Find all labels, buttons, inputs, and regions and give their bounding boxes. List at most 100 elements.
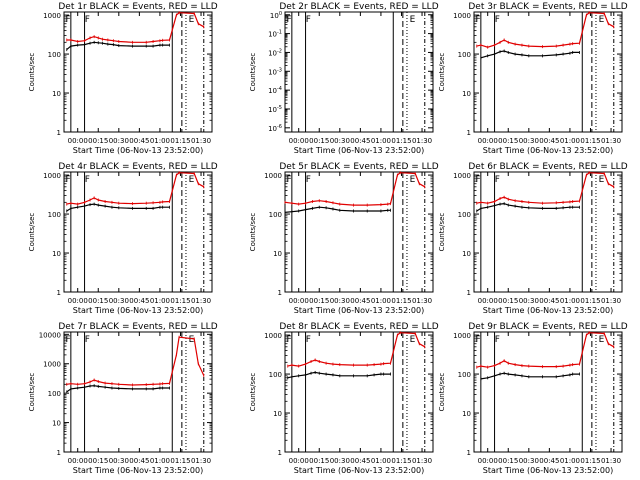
events-series-line: [287, 371, 391, 379]
marker-label-e: E: [189, 335, 195, 345]
x-tick-label: 00:30: [330, 297, 350, 305]
x-tick-label: 01:15: [391, 457, 411, 465]
x-axis-label: Start Time (06-Nov-13 23:52:00): [294, 466, 424, 475]
y-tick-label: 10: [462, 410, 471, 418]
x-tick-label: 00:15: [498, 457, 518, 465]
x-tick-label: 01:00: [150, 457, 170, 465]
marker-label-f: F: [306, 175, 311, 185]
x-tick-label: 01:30: [601, 457, 621, 465]
panel-title: Det 3r BLACK = Events, RED = LLD: [468, 2, 627, 12]
y-tick-label: 1000: [453, 332, 471, 340]
x-tick-label: 01:30: [601, 137, 621, 145]
x-tick-label: 00:15: [309, 137, 329, 145]
marker-label-f: F: [85, 175, 90, 185]
x-tick-label: 00:00: [289, 297, 309, 305]
x-tick-label: 01:30: [412, 137, 432, 145]
marker-label-e: E: [599, 175, 605, 185]
marker-label-e: E: [410, 335, 416, 345]
y-tick-label: 10-1: [268, 30, 282, 39]
y-tick-label: 100: [458, 371, 471, 379]
marker-label-f: F: [476, 175, 481, 185]
y-tick-label: 10-6: [268, 124, 282, 133]
x-tick-label: 00:00: [289, 137, 309, 145]
x-tick-label: 00:15: [309, 457, 329, 465]
x-tick-label: 00:45: [350, 137, 370, 145]
y-tick-label: 10: [462, 250, 471, 258]
y-tick-label: 1000: [43, 12, 61, 20]
x-tick-label: 00:30: [519, 137, 539, 145]
y-tick-label: 1: [467, 129, 471, 137]
x-tick-label: 01:15: [170, 297, 190, 305]
plot-frame: [473, 11, 623, 133]
panel-title: Det 5r BLACK = Events, RED = LLD: [279, 162, 438, 172]
marker-label-f: F: [85, 15, 90, 25]
y-tick-label: 1: [278, 289, 282, 297]
panel-6: Det 6r BLACK = Events, RED = LLD Counts/s…: [438, 162, 628, 315]
x-tick-label: 00:30: [519, 297, 539, 305]
y-tick-label: 100: [269, 371, 282, 379]
y-tick-label: 10000: [39, 331, 61, 339]
marker-label-e: E: [189, 175, 195, 185]
x-tick-label: 01:00: [560, 137, 580, 145]
x-tick-label: 00:00: [68, 457, 88, 465]
y-tick-label: 1000: [453, 12, 471, 20]
x-tick-label: 00:00: [478, 137, 498, 145]
x-tick-label: 01:15: [391, 297, 411, 305]
x-tick-label: 01:30: [191, 137, 211, 145]
marker-label-f: F: [495, 335, 500, 345]
y-tick-label: 10-4: [268, 86, 282, 95]
x-tick-label: 00:45: [129, 297, 149, 305]
x-axis-label: Start Time (06-Nov-13 23:52:00): [73, 466, 203, 475]
x-tick-label: 01:00: [371, 457, 391, 465]
x-tick-label: 00:30: [109, 137, 129, 145]
x-tick-label: 00:15: [88, 297, 108, 305]
y-tick-label: 1000: [264, 332, 282, 340]
plot-frame: [63, 331, 213, 453]
panel-title: Det 1r BLACK = Events, RED = LLD: [58, 2, 217, 12]
panel-title: Det 6r BLACK = Events, RED = LLD: [468, 162, 627, 172]
y-tick-label: 1: [57, 449, 61, 457]
marker-label-f: F: [495, 15, 500, 25]
events-series-line: [66, 385, 170, 393]
y-tick-label: 10: [52, 250, 61, 258]
x-tick-label: 00:00: [289, 457, 309, 465]
y-tick-label: 100: [458, 51, 471, 59]
events-series-line: [66, 203, 170, 212]
x-axis-label: Start Time (06-Nov-13 23:52:00): [294, 146, 424, 155]
y-axis-label: Counts/sec: [28, 53, 36, 92]
marker-label-e: E: [189, 15, 195, 25]
x-tick-label: 00:00: [478, 457, 498, 465]
plot-frame: [473, 171, 623, 293]
marker-label-f: F: [66, 335, 71, 345]
y-tick-label: 100: [48, 211, 61, 219]
y-tick-label: 10: [52, 420, 61, 428]
x-tick-label: 00:45: [539, 137, 559, 145]
x-tick-label: 00:15: [88, 457, 108, 465]
x-axis-label: Start Time (06-Nov-13 23:52:00): [294, 306, 424, 315]
x-tick-label: 00:15: [498, 137, 518, 145]
y-tick-label: 100: [458, 211, 471, 219]
y-tick-label: 1: [278, 449, 282, 457]
x-axis-label: Start Time (06-Nov-13 23:52:00): [73, 146, 203, 155]
y-tick-label: 100: [48, 390, 61, 398]
x-tick-label: 01:15: [170, 137, 190, 145]
marker-label-f: F: [476, 15, 481, 25]
y-tick-label: 1: [467, 289, 471, 297]
panel-2: Det 2r BLACK = Events, RED = LLD Counts/s…: [249, 2, 439, 155]
plot-frame: [284, 331, 434, 453]
y-tick-label: 100: [270, 11, 282, 20]
x-tick-label: 00:00: [478, 297, 498, 305]
panel-title: Det 7r BLACK = Events, RED = LLD: [58, 322, 217, 332]
y-axis-label: Counts/sec: [28, 213, 36, 252]
marker-label-f: F: [287, 175, 292, 185]
x-tick-label: 01:30: [191, 297, 211, 305]
panel-9: Det 9r BLACK = Events, RED = LLD Counts/s…: [438, 322, 628, 475]
x-tick-label: 01:30: [412, 457, 432, 465]
y-tick-label: 10-3: [268, 67, 282, 76]
x-tick-label: 00:00: [68, 297, 88, 305]
y-tick-label: 10: [52, 90, 61, 98]
x-tick-label: 01:00: [150, 137, 170, 145]
marker-label-e: E: [410, 15, 416, 25]
y-axis-label: Counts/sec: [249, 53, 257, 92]
